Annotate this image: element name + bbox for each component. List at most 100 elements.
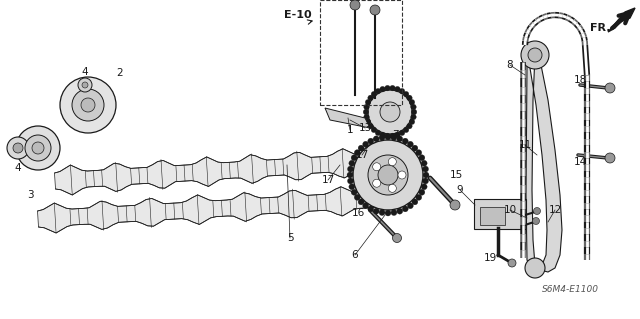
Circle shape (7, 137, 29, 159)
Circle shape (421, 184, 427, 190)
Circle shape (72, 89, 104, 121)
Circle shape (368, 155, 408, 195)
Circle shape (364, 104, 369, 110)
Circle shape (363, 141, 369, 147)
Circle shape (363, 203, 369, 209)
Circle shape (403, 127, 409, 133)
Circle shape (16, 126, 60, 170)
Circle shape (349, 184, 355, 190)
Circle shape (348, 166, 353, 172)
Circle shape (416, 194, 422, 200)
Circle shape (398, 171, 406, 179)
Circle shape (13, 143, 23, 153)
Circle shape (379, 135, 385, 140)
Circle shape (391, 135, 397, 140)
Text: E-10: E-10 (284, 10, 312, 20)
Circle shape (421, 160, 427, 166)
Text: 4: 4 (15, 163, 21, 173)
Text: 19: 19 (483, 253, 497, 263)
Circle shape (368, 138, 374, 144)
Text: 10: 10 (504, 205, 516, 215)
Text: 11: 11 (518, 140, 532, 150)
Bar (320, 0, 402, 105)
Circle shape (351, 189, 357, 195)
Circle shape (508, 259, 516, 267)
Circle shape (368, 90, 412, 134)
Text: 14: 14 (573, 157, 587, 167)
Circle shape (403, 138, 408, 144)
Circle shape (368, 95, 373, 101)
Circle shape (407, 203, 413, 209)
Circle shape (388, 184, 396, 192)
Circle shape (395, 132, 400, 137)
Circle shape (411, 114, 416, 120)
Circle shape (373, 136, 380, 142)
Text: 15: 15 (449, 170, 463, 180)
Circle shape (358, 199, 364, 205)
Circle shape (364, 109, 369, 115)
Circle shape (409, 100, 415, 105)
Text: 18: 18 (573, 75, 587, 85)
Circle shape (450, 200, 460, 210)
Circle shape (397, 208, 403, 214)
Circle shape (385, 134, 391, 140)
Circle shape (368, 123, 373, 129)
Text: 17: 17 (321, 175, 335, 185)
Circle shape (419, 189, 425, 195)
Circle shape (375, 88, 381, 94)
Circle shape (406, 95, 412, 101)
Circle shape (403, 91, 409, 97)
Circle shape (411, 104, 416, 110)
Circle shape (407, 141, 413, 147)
Circle shape (378, 165, 398, 185)
Circle shape (380, 102, 400, 122)
Circle shape (372, 163, 381, 171)
Circle shape (60, 77, 116, 133)
Text: 3: 3 (27, 190, 33, 200)
Text: 6: 6 (352, 250, 358, 260)
Circle shape (605, 153, 615, 163)
Text: 17: 17 (355, 150, 369, 160)
Circle shape (81, 98, 95, 112)
Circle shape (371, 127, 377, 133)
Circle shape (370, 5, 380, 15)
Circle shape (364, 114, 369, 120)
Circle shape (349, 160, 355, 166)
Circle shape (528, 48, 542, 62)
Circle shape (521, 41, 549, 69)
Circle shape (365, 100, 371, 105)
Text: 2: 2 (116, 68, 124, 78)
Text: 13: 13 (358, 123, 372, 133)
Text: 16: 16 (351, 208, 365, 218)
Circle shape (385, 85, 390, 91)
Circle shape (355, 150, 360, 156)
Circle shape (409, 119, 415, 124)
Circle shape (399, 130, 405, 136)
Text: 5: 5 (287, 233, 293, 243)
Polygon shape (38, 187, 383, 233)
Circle shape (355, 194, 360, 200)
Circle shape (395, 86, 400, 92)
Circle shape (347, 172, 353, 178)
Circle shape (403, 206, 408, 212)
Circle shape (422, 166, 429, 172)
Circle shape (423, 172, 429, 178)
Text: 9: 9 (457, 185, 463, 195)
Circle shape (380, 86, 385, 92)
Circle shape (371, 91, 377, 97)
Text: FR.: FR. (589, 23, 611, 33)
Circle shape (390, 133, 396, 139)
Circle shape (385, 133, 390, 139)
Polygon shape (526, 50, 562, 272)
Circle shape (375, 130, 381, 136)
Circle shape (390, 85, 396, 91)
FancyBboxPatch shape (474, 199, 526, 229)
Circle shape (388, 158, 396, 166)
Circle shape (534, 207, 541, 214)
Text: 7: 7 (392, 130, 398, 140)
Circle shape (372, 179, 381, 187)
Circle shape (368, 206, 374, 212)
Circle shape (348, 178, 353, 184)
Circle shape (379, 210, 385, 216)
Circle shape (353, 140, 423, 210)
